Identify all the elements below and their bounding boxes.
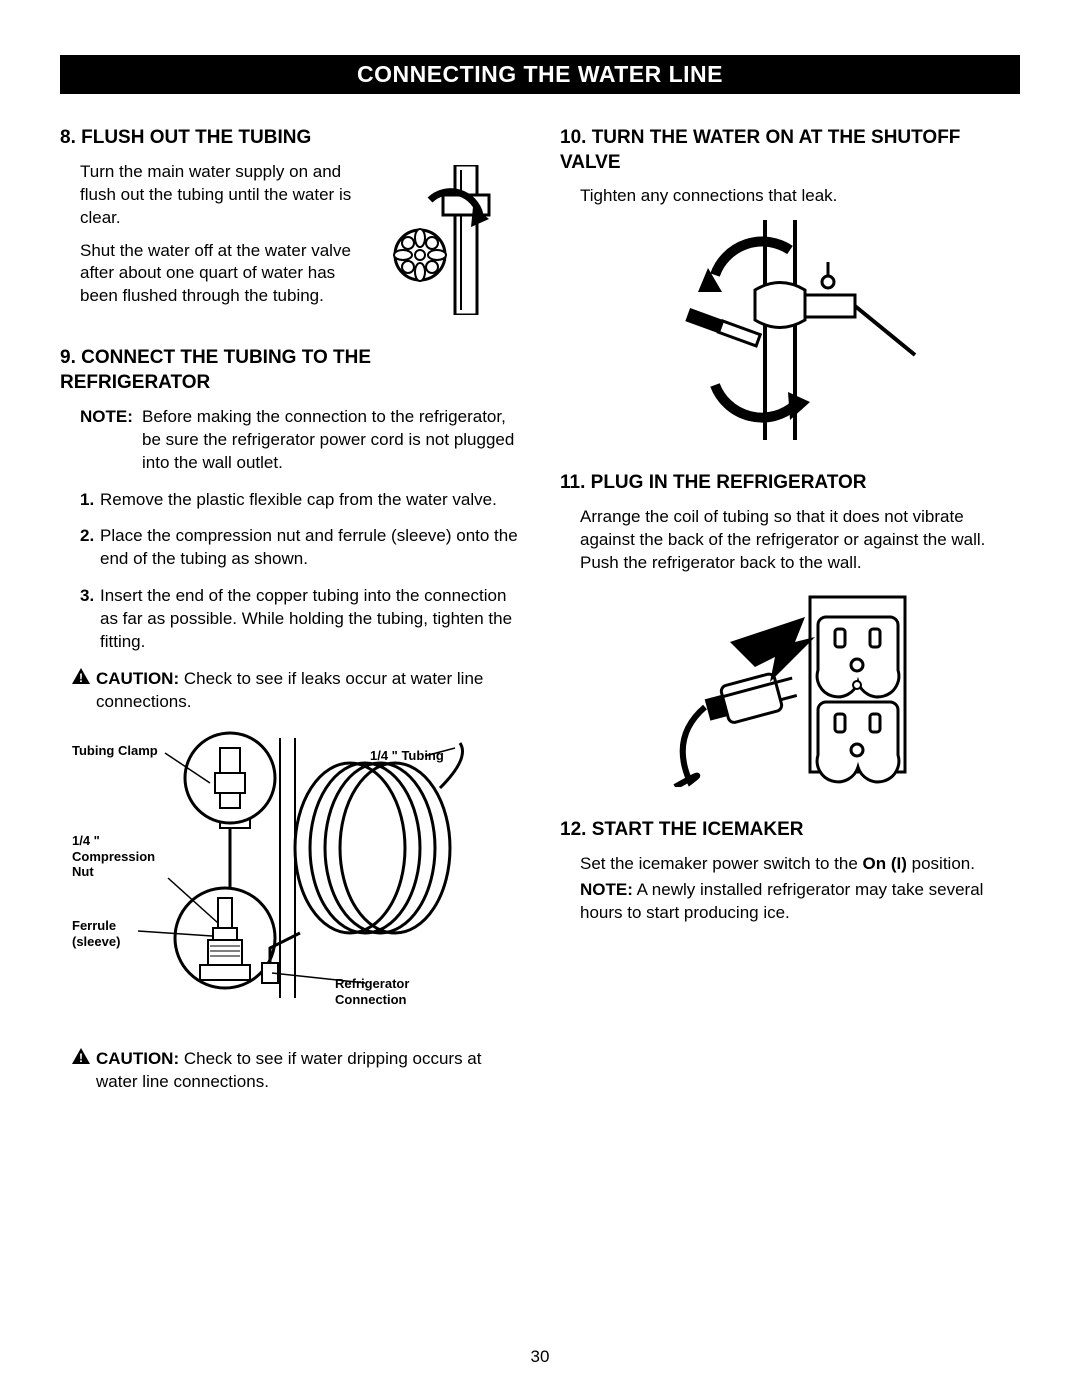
warning-icon: ! <box>72 668 90 714</box>
section-10: 10. TURN THE WATER ON AT THE SHUTOFF VAL… <box>560 126 1020 445</box>
section-12-p1: Set the icemaker power switch to the On … <box>580 853 1020 876</box>
s12-p1-b: position. <box>907 854 975 873</box>
step-9-3: Insert the end of the copper tubing into… <box>100 585 520 654</box>
label-ferrule-1: Ferrule <box>72 918 120 934</box>
step-9-2: Place the compression nut and ferrule (s… <box>100 525 520 571</box>
s12-note-text: A newly installed refrigerator may take … <box>580 880 983 922</box>
label-refconn-2: Connection <box>335 992 409 1008</box>
caution-2-label: CAUTION: <box>96 1049 179 1068</box>
warning-icon: ! <box>72 1048 90 1094</box>
tubing-connection-figure: Tubing Clamp 1/4 " Tubing 1/4 " Compress… <box>70 728 520 1028</box>
section-11-p1: Arrange the coil of tubing so that it do… <box>580 506 1020 575</box>
section-11: 11. PLUG IN THE REFRIGERATOR Arrange the… <box>560 471 1020 792</box>
svg-text:!: ! <box>79 671 83 684</box>
label-ferrule-2: (sleeve) <box>72 934 120 950</box>
section-8-p1: Turn the main water supply on and flush … <box>80 161 370 230</box>
note-label: NOTE: <box>80 407 133 426</box>
right-column: 10. TURN THE WATER ON AT THE SHUTOFF VAL… <box>560 126 1020 1120</box>
section-9-steps: 1.Remove the plastic flexible cap from t… <box>80 489 520 655</box>
step-9-1: Remove the plastic flexible cap from the… <box>100 489 520 512</box>
left-column: 8. FLUSH OUT THE TUBING Turn the main wa… <box>60 126 520 1120</box>
section-12-note: NOTE: A newly installed refrigerator may… <box>580 879 1020 925</box>
plug-outlet-figure <box>560 587 1020 792</box>
label-refconn-1: Refrigerator <box>335 976 409 992</box>
two-column-layout: 8. FLUSH OUT THE TUBING Turn the main wa… <box>60 126 1020 1120</box>
page-header-bar: CONNECTING THE WATER LINE <box>60 55 1020 94</box>
section-8: 8. FLUSH OUT THE TUBING Turn the main wa… <box>60 126 520 318</box>
caution-1: ! CAUTION: Check to see if leaks occur a… <box>72 668 520 714</box>
section-9-note: NOTE: Before making the connection to th… <box>80 406 520 475</box>
section-9-note-text: Before making the connection to the refr… <box>142 406 520 475</box>
section-11-heading: 11. PLUG IN THE REFRIGERATOR <box>560 471 1020 496</box>
section-8-heading: 8. FLUSH OUT THE TUBING <box>60 126 520 151</box>
shutoff-valve-figure <box>560 220 1020 445</box>
section-12: 12. START THE ICEMAKER Set the icemaker … <box>560 818 1020 926</box>
s12-note-label: NOTE: <box>580 880 633 899</box>
label-quarter-tubing: 1/4 " Tubing <box>370 748 444 763</box>
section-10-p1: Tighten any connections that leak. <box>580 185 1020 208</box>
section-9: 9. CONNECT THE TUBING TO THE REFRIGERATO… <box>60 346 520 1094</box>
page-number: 30 <box>0 1347 1080 1367</box>
label-tubing-clamp: Tubing Clamp <box>72 743 158 758</box>
section-12-heading: 12. START THE ICEMAKER <box>560 818 1020 843</box>
section-8-p2: Shut the water off at the water valve af… <box>80 240 370 309</box>
section-9-heading: 9. CONNECT THE TUBING TO THE REFRIGERATO… <box>60 346 520 395</box>
svg-text:!: ! <box>79 1051 83 1064</box>
label-comp-nut-1: 1/4 " <box>72 833 155 849</box>
flush-tubing-figure <box>380 161 520 319</box>
label-comp-nut-3: Nut <box>72 864 155 880</box>
caution-1-label: CAUTION: <box>96 669 179 688</box>
section-10-heading: 10. TURN THE WATER ON AT THE SHUTOFF VAL… <box>560 126 1020 175</box>
caution-2: ! CAUTION: Check to see if water drippin… <box>72 1048 520 1094</box>
s12-p1-a: Set the icemaker power switch to the <box>580 854 863 873</box>
s12-p1-bold: On (I) <box>863 854 907 873</box>
label-comp-nut-2: Compression <box>72 849 155 865</box>
